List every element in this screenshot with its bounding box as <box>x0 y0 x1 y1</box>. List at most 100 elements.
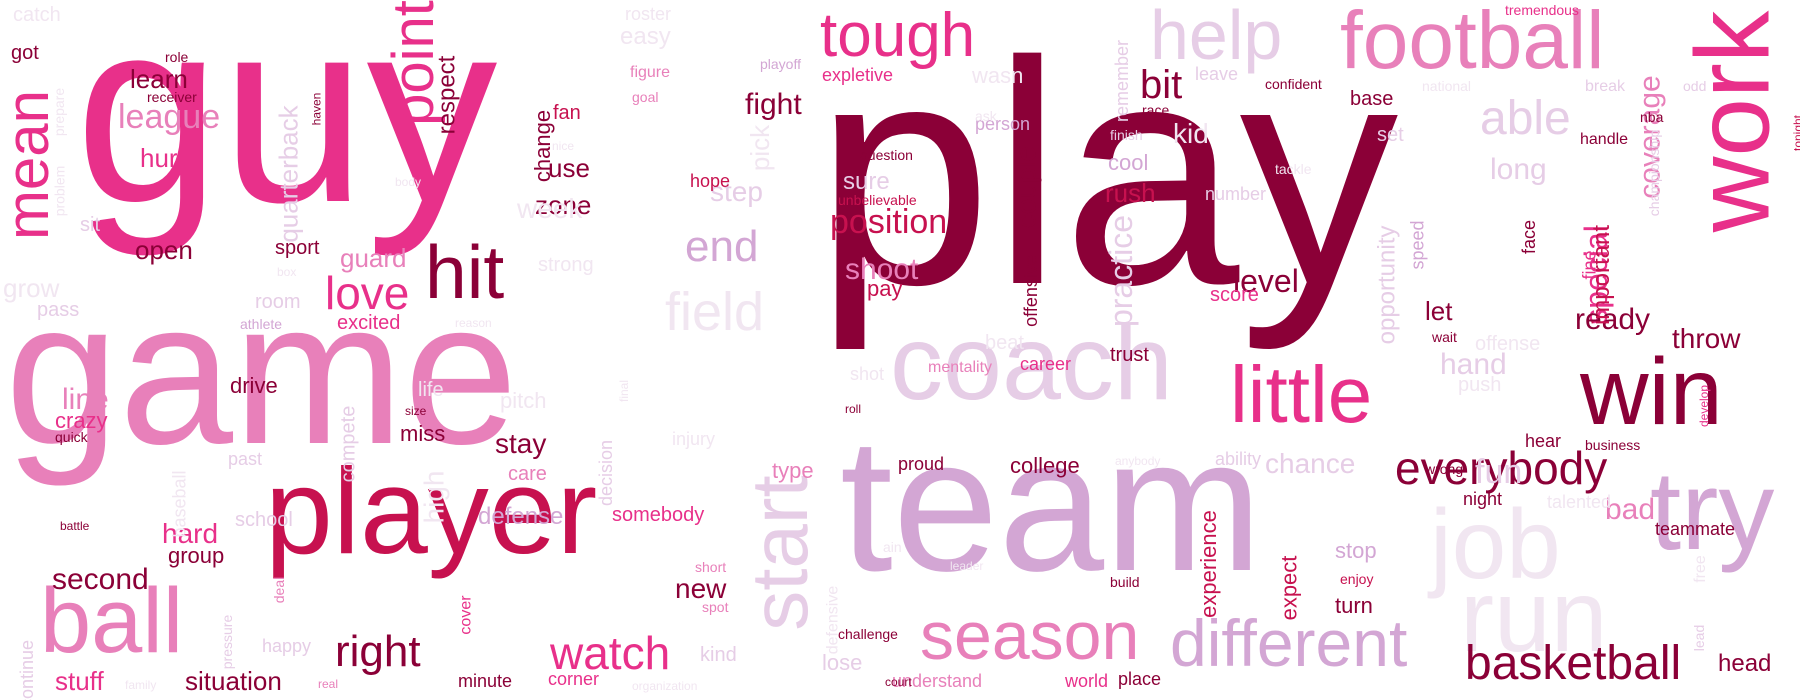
word-help: help <box>1150 0 1282 70</box>
word-ask: ask <box>975 109 997 123</box>
word-anybody: anybody <box>1115 455 1160 467</box>
word-sure: sure <box>843 170 890 194</box>
word-field: field <box>665 285 764 339</box>
word-championship: championship <box>1647 130 1661 216</box>
word-quarterback: quarterback <box>275 105 301 242</box>
word-wait: wait <box>1432 330 1457 344</box>
word-career: career <box>1020 355 1071 373</box>
word-deal: deal <box>272 577 286 603</box>
word-business: business <box>1585 438 1640 452</box>
word-unbelievable: unbelievable <box>838 193 917 207</box>
word-battle: battle <box>60 520 89 532</box>
word-set: set <box>1377 125 1404 145</box>
word-talented: talented <box>1547 493 1611 511</box>
word-haven: haven <box>310 92 322 125</box>
word-lose: lose <box>822 652 862 674</box>
word-pick: pick <box>747 125 773 171</box>
word-race: race <box>1142 103 1169 117</box>
word-enjoy: enjoy <box>1340 572 1373 586</box>
word-remember: remember <box>1113 40 1131 122</box>
word-wrong: wrong <box>1425 462 1463 476</box>
word-teammate: teammate <box>1655 520 1735 538</box>
word-problem: problem <box>52 165 66 216</box>
word-figure: figure <box>630 65 670 81</box>
word-let: let <box>1425 298 1452 324</box>
word-head: head <box>1718 652 1771 676</box>
word-lead: lead <box>1692 625 1706 651</box>
word-position: position <box>830 205 947 239</box>
word-place: place <box>1118 670 1161 688</box>
word-expect: expect <box>1278 555 1300 620</box>
word-work: work <box>1680 10 1785 232</box>
word-college: college <box>1010 455 1080 477</box>
word-box: box <box>277 266 296 278</box>
word-final: final <box>618 380 630 402</box>
word-beat: beat <box>985 333 1024 353</box>
word-week: week <box>517 195 582 223</box>
word-respect: respect <box>435 55 459 134</box>
word-push: push <box>1458 375 1501 395</box>
word-organization: organization <box>632 680 697 692</box>
word-able: able <box>1480 95 1571 143</box>
word-long: long <box>1490 155 1547 185</box>
word-fight: fight <box>745 90 802 120</box>
word-ability: ability <box>1215 450 1261 468</box>
word-cool: cool <box>1108 152 1148 174</box>
word-pass: pass <box>37 300 79 320</box>
word-leave: leave <box>1195 65 1238 83</box>
word-mentality: mentality <box>928 360 992 376</box>
word-life: life <box>418 380 444 400</box>
word-ain: ain <box>883 540 902 554</box>
word-chance: chance <box>1265 450 1355 478</box>
word-corner: corner <box>548 670 599 688</box>
word-school: school <box>235 510 293 530</box>
word-happy: happy <box>262 637 311 655</box>
word-injury: injury <box>672 430 715 448</box>
word-speed: speed <box>1408 220 1426 269</box>
word-night: night <box>1463 490 1502 508</box>
word-strong: strong <box>538 255 594 275</box>
word-real: real <box>318 678 338 690</box>
word-roster: roster <box>625 5 671 23</box>
word-wasn: wasn <box>972 65 1023 87</box>
word-bad: bad <box>1605 495 1655 525</box>
word-right: right <box>335 630 421 674</box>
word-face: face <box>1520 220 1538 254</box>
word-mean: mean <box>0 90 58 240</box>
word-finish: finish <box>1110 128 1143 142</box>
word-opportunity: opportunity <box>1375 225 1399 344</box>
word-short: short <box>695 560 726 574</box>
word-pay: pay <box>867 278 902 300</box>
word-kind: kind <box>700 645 737 665</box>
word-spot: spot <box>702 600 728 614</box>
word-national: national <box>1422 79 1471 93</box>
word-pressure: pressure <box>220 615 234 669</box>
word-roll: roll <box>845 403 861 415</box>
word-somebody: somebody <box>612 505 704 525</box>
word-score: score <box>1210 285 1259 305</box>
word-love: love <box>325 270 409 316</box>
word-role: role <box>165 50 188 64</box>
word-catch: catch <box>13 5 61 25</box>
word-couple: couple <box>1012 145 1040 228</box>
word-question: question <box>860 148 913 162</box>
word-tough: tough <box>820 5 975 67</box>
word-minute: minute <box>458 672 512 690</box>
word-size: size <box>405 405 426 417</box>
word-trust: trust <box>1110 345 1149 365</box>
word-nice: nice <box>552 140 574 152</box>
word-throw: throw <box>1672 325 1740 353</box>
word-tackle: tackle <box>1275 162 1312 176</box>
word-type: type <box>772 460 814 482</box>
word-defensive: defensive <box>825 585 841 654</box>
word-grow: grow <box>3 275 59 301</box>
word-easy: easy <box>620 25 671 49</box>
word-kid: kid <box>1173 120 1209 148</box>
word-odd: odd <box>1683 79 1706 93</box>
word-start: start <box>740 475 820 631</box>
word-develop: develop <box>1698 385 1710 427</box>
word-room: room <box>255 292 301 312</box>
word-stuff: stuff <box>55 668 104 694</box>
word-prepare: prepare <box>52 88 66 136</box>
